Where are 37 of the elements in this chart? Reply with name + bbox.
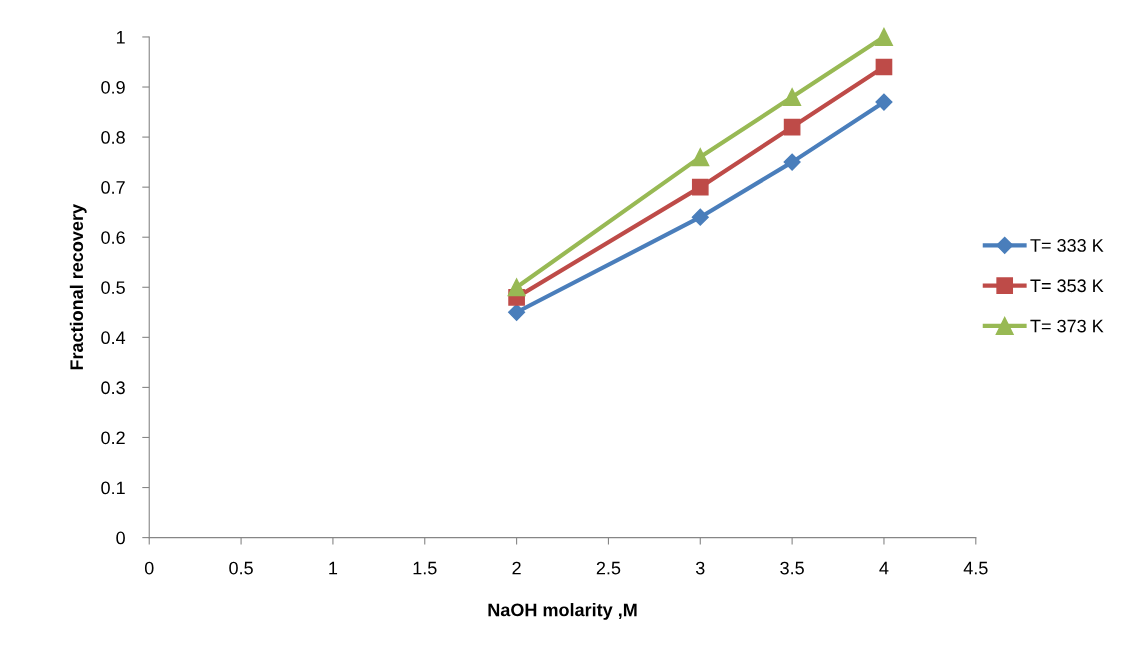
- x-tick-label: 3: [695, 561, 705, 575]
- legend-label: T= 373 K: [1030, 319, 1104, 333]
- x-tick-label: 1: [329, 561, 338, 575]
- legend-label: T= 333 K: [1030, 239, 1104, 252]
- point: [508, 303, 526, 321]
- y-tick-label: 0.7: [101, 181, 125, 194]
- point: [874, 27, 893, 46]
- x-tick-label: 2.5: [596, 561, 621, 575]
- legend-label: T= 353 K: [1030, 279, 1104, 293]
- point: [507, 278, 526, 297]
- point: [783, 118, 801, 136]
- x-tick-label: 4.5: [963, 561, 988, 575]
- point: [691, 208, 709, 226]
- y-axis-title: Fractional recovery: [69, 204, 87, 370]
- x-tick-label: 0: [144, 561, 154, 575]
- point: [783, 153, 801, 171]
- y-tick-label: 0: [116, 531, 125, 545]
- x-tick-label: 0.5: [229, 561, 253, 575]
- y-tick-label: 0.1: [101, 481, 125, 495]
- x-tick-label: 3.5: [780, 561, 804, 575]
- y-tick-label: 1: [116, 31, 125, 44]
- y-tick-label: 0.8: [101, 131, 125, 144]
- x-axis-title: NaOH molarity ,M: [488, 603, 637, 620]
- y-tick-label: 0.6: [101, 231, 125, 244]
- x-tick-label: 2: [512, 561, 521, 575]
- y-tick-label: 0.5: [101, 281, 125, 294]
- point: [691, 148, 710, 167]
- x-tick-label: 4: [879, 561, 889, 575]
- point: [783, 88, 802, 107]
- point: [875, 58, 893, 76]
- point: [875, 93, 893, 111]
- y-tick-label: 0.3: [101, 381, 125, 395]
- x-tick-label: 1.5: [413, 561, 437, 575]
- y-tick-label: 0.4: [101, 331, 126, 345]
- point: [691, 178, 709, 196]
- y-tick-label: 0.2: [101, 431, 125, 445]
- y-tick-label: 0.9: [101, 80, 125, 94]
